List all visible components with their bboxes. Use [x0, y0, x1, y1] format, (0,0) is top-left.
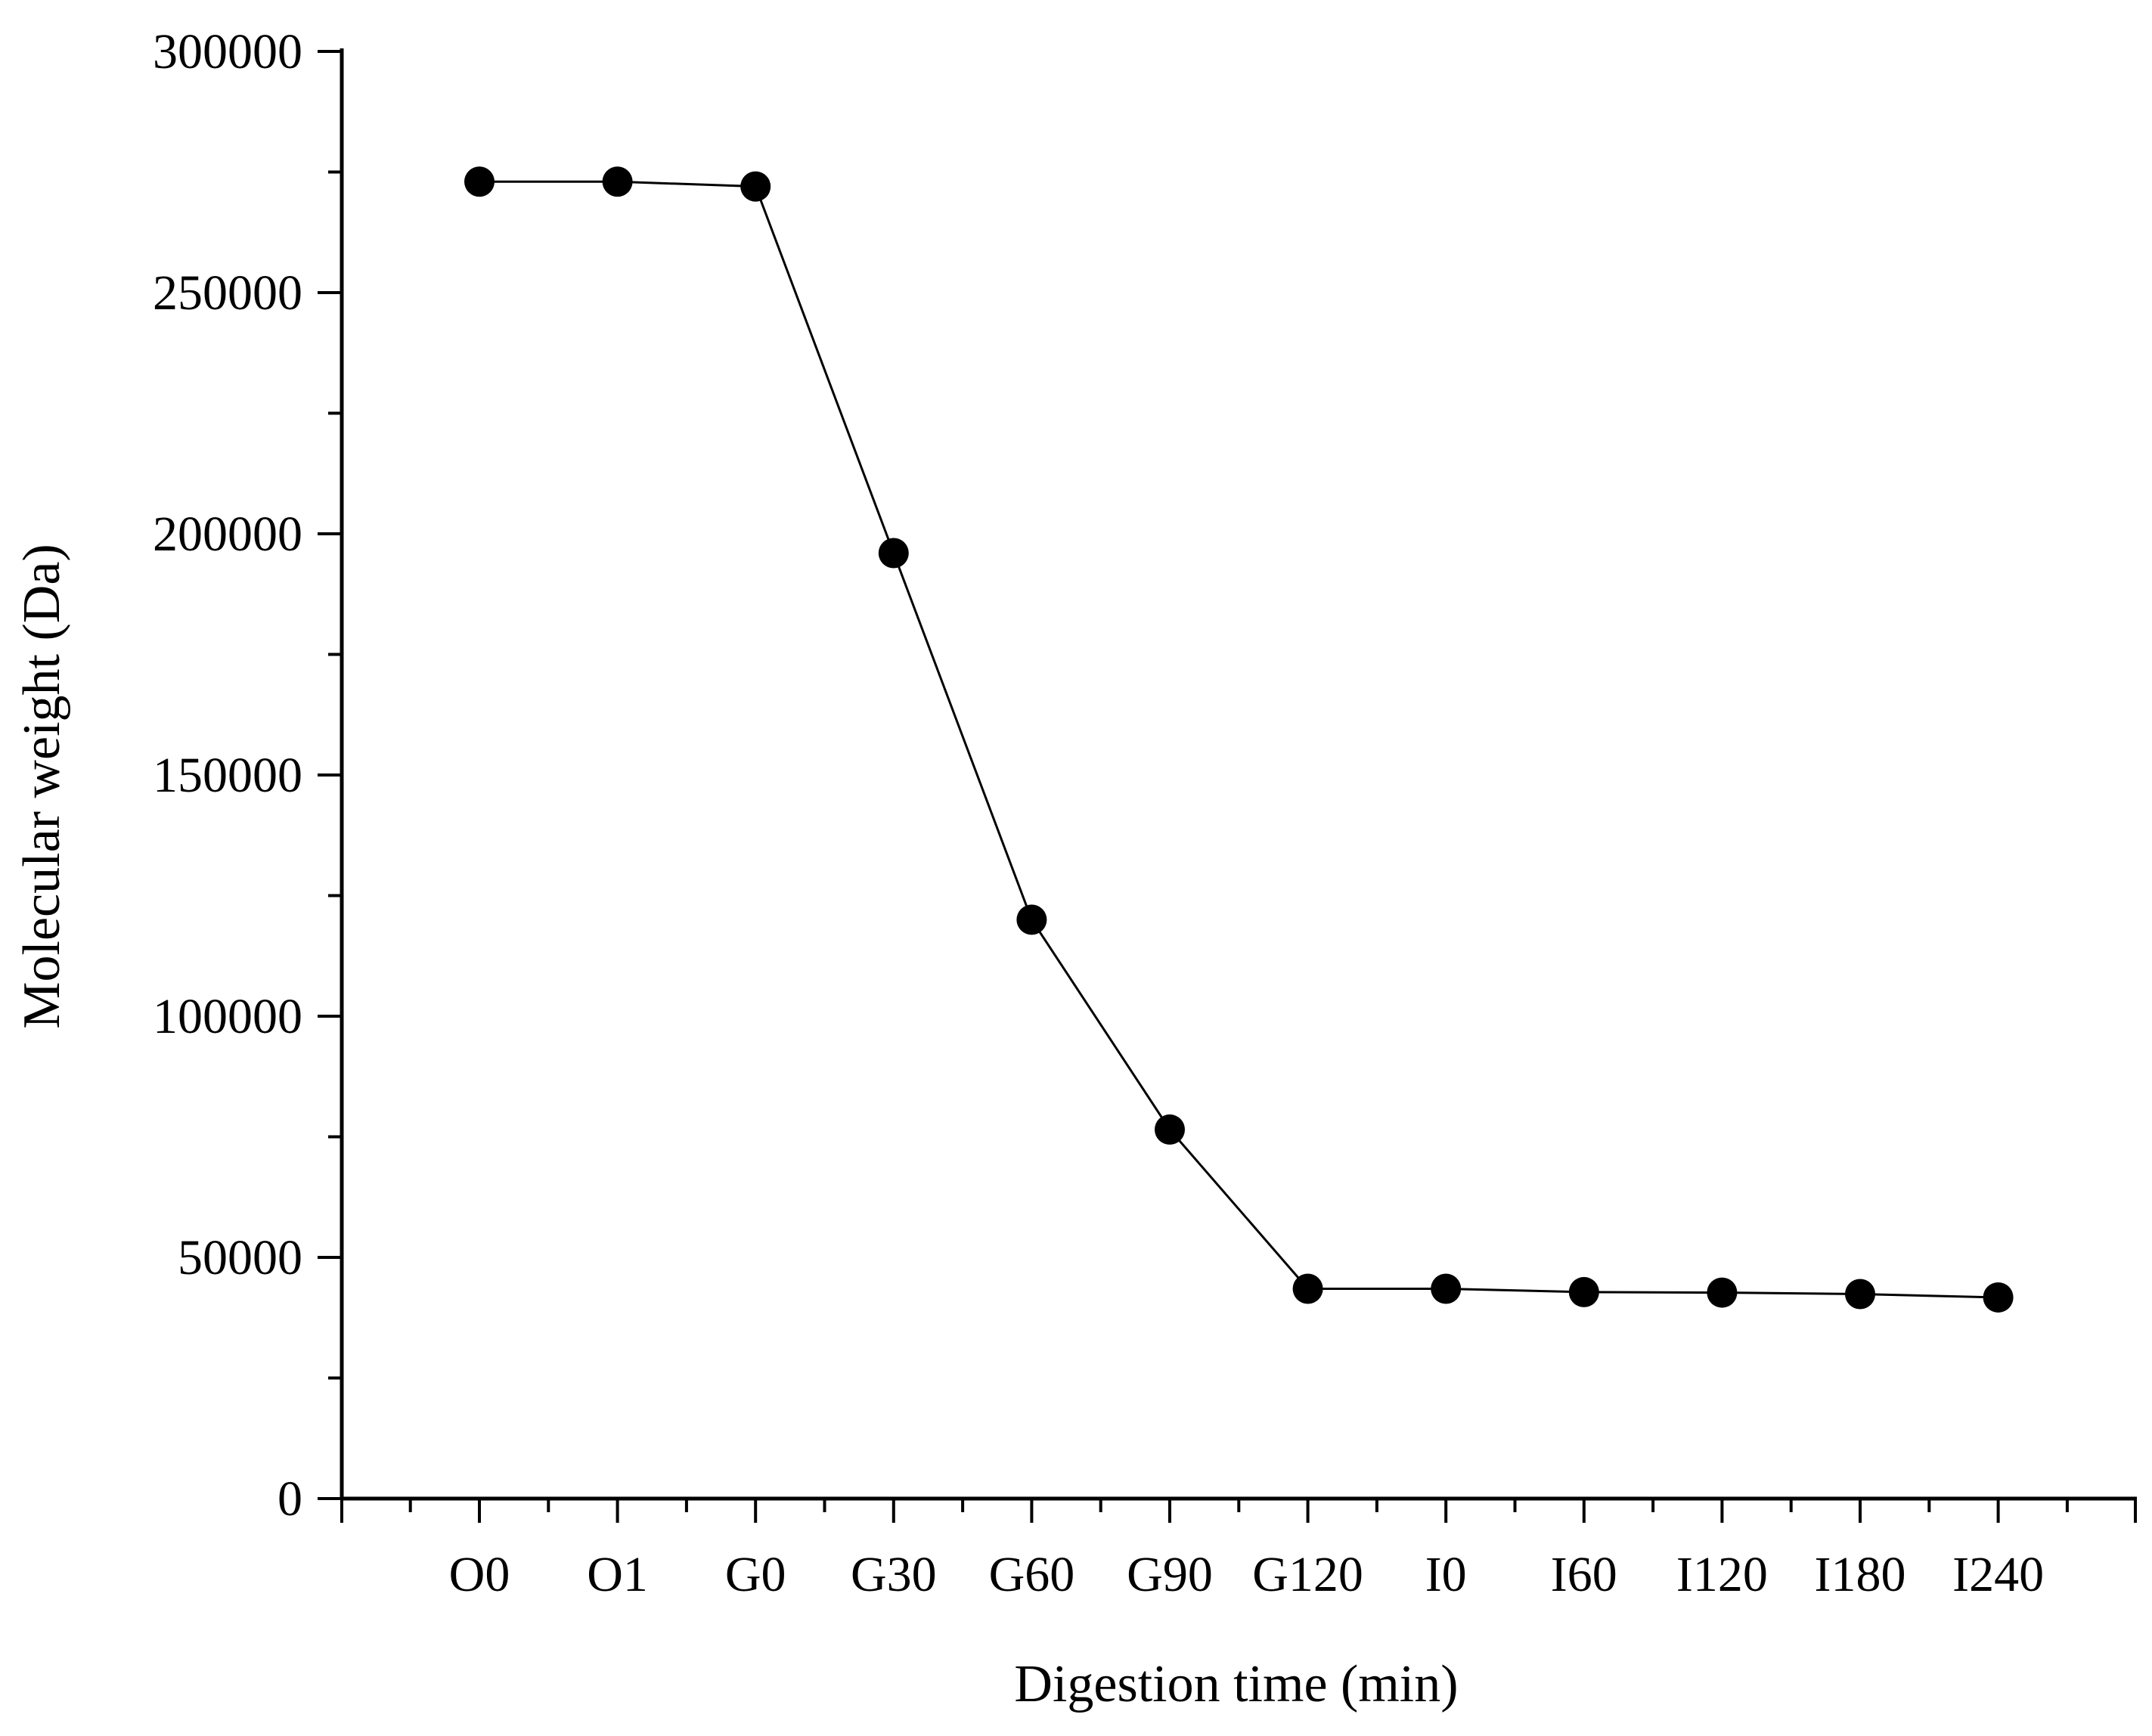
data-point: [1983, 1282, 2014, 1313]
x-tick-label: G90: [1127, 1547, 1213, 1602]
x-tick-label: G60: [989, 1547, 1075, 1602]
x-tick-label: I60: [1551, 1547, 1617, 1602]
x-tick-label: O0: [449, 1547, 510, 1602]
data-point: [1292, 1273, 1323, 1304]
x-axis-title: Digestion time (min): [1014, 1655, 1458, 1713]
y-tick-label: 50000: [178, 1230, 302, 1285]
data-point: [1431, 1273, 1462, 1304]
data-point: [740, 171, 771, 202]
y-tick-label: 150000: [153, 748, 302, 803]
x-tick-label: G30: [851, 1547, 937, 1602]
data-point: [1707, 1277, 1738, 1308]
x-tick-label: I240: [1952, 1547, 2044, 1602]
series-line: [479, 180, 1999, 1299]
series: [464, 166, 2014, 1313]
y-tick-label: 300000: [153, 24, 302, 79]
x-tick-label: O1: [587, 1547, 648, 1602]
x-tick-label: G0: [725, 1547, 786, 1602]
y-tick-label: 200000: [153, 507, 302, 562]
data-point: [1845, 1279, 1875, 1310]
x-tick-label: I0: [1425, 1547, 1467, 1602]
data-point: [878, 538, 909, 569]
data-point: [602, 166, 633, 197]
x-tick-label: I120: [1676, 1547, 1768, 1602]
y-tick-label: 250000: [153, 265, 302, 321]
data-point: [1568, 1276, 1599, 1307]
x-tick-label: I180: [1815, 1547, 1906, 1602]
y-tick-label: 100000: [153, 989, 302, 1044]
data-point: [464, 166, 495, 197]
y-tick-label: 0: [278, 1471, 302, 1527]
y-axis-title: Molecular weight (Da): [13, 544, 71, 1028]
x-tick-label: G120: [1252, 1547, 1363, 1602]
data-point: [1155, 1114, 1185, 1145]
ticks: 0 50000 100000 150000 200000 250000 300000 O0 O1…: [153, 24, 2137, 1602]
data-point: [1016, 904, 1047, 935]
